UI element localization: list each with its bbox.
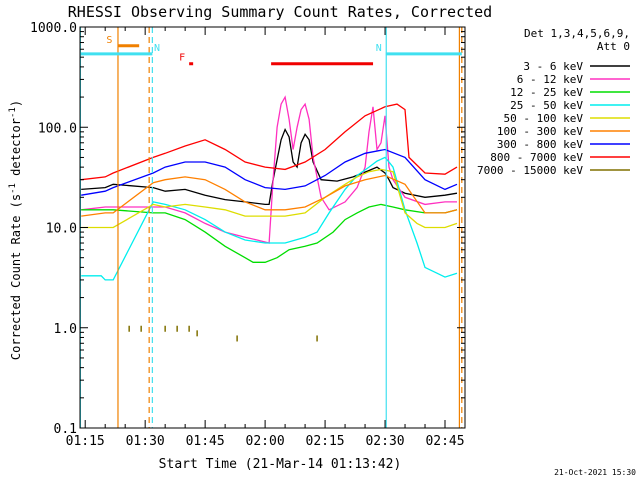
legend-label-3: 25 - 50 keV [510,99,583,112]
flag-label-0: S [106,35,112,46]
series-line-0 [81,127,458,206]
legend-label-1: 6 - 12 keV [517,73,584,86]
axes: 0.1 1.0 10.0 100.0 1000.0 01:15 01:30 01:45 02:0… [30,21,466,449]
legend-header-2: Att 0 [597,40,630,53]
series-line-1 [81,95,457,244]
legend-label-0: 3 - 6 keV [523,60,583,73]
legend-label-6: 300 - 800 keV [497,138,583,151]
y-tick-label-0: 0.1 [54,422,77,437]
y-tick-label-4: 1000.0 [30,21,77,36]
plot-content [80,27,463,428]
x-tick-label-3: 02:00 [246,434,285,449]
flag-label-1: N [154,43,160,54]
x-tick-label-5: 02:30 [365,434,404,449]
y-axis-label: Corrected Count Rate (s-1 detector-1) [8,100,23,360]
x-axis-label: Start Time (21-Mar-14 01:13:42) [159,457,402,472]
x-tick-label-4: 02:15 [306,434,345,449]
x-tick-label-6: 02:45 [425,434,464,449]
series-line-3 [81,156,458,281]
x-tick-label-0: 01:15 [66,434,105,449]
y-tick-label-2: 10.0 [46,222,77,237]
chart-title: RHESSI Observing Summary Count Rates, Co… [68,3,492,21]
y-tick-label-1: 1.0 [54,322,77,337]
y-tick-label-3: 100.0 [38,121,77,136]
legend-label-5: 100 - 300 keV [497,125,583,138]
x-tick-label-2: 01:45 [186,434,225,449]
legend-label-8: 7000 - 15000 keV [477,164,583,177]
x-tick-label-1: 01:30 [126,434,165,449]
series-line-5 [81,174,458,217]
legend-label-7: 800 - 7000 keV [490,151,583,164]
plot-frame [79,26,466,429]
series-line-2 [81,203,458,263]
legend-label-2: 12 - 25 keV [510,86,583,99]
legend-header-1: Det 1,3,4,5,6,9, [524,27,630,40]
series-line-7 [81,103,458,181]
series-line-6 [81,148,458,196]
plot-area: S N N F [80,27,463,428]
flag-label-3: F [179,53,185,64]
footer-timestamp: 21-Oct-2021 15:30 [554,468,636,477]
legend-label-4: 50 - 100 keV [504,112,584,125]
flag-label-2: N [376,43,382,54]
series-line-4 [81,168,458,229]
